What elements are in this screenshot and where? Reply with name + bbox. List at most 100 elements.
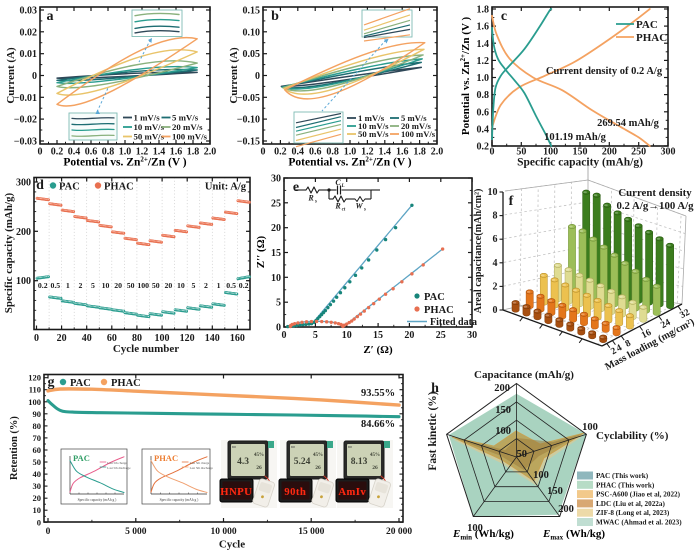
svg-text:250: 250 <box>631 147 646 158</box>
svg-text:0: 0 <box>38 147 43 158</box>
svg-text:Last 5th discharge: Last 5th discharge <box>107 466 131 470</box>
svg-text:20: 20 <box>33 493 42 503</box>
svg-text:AmIv: AmIv <box>338 487 366 498</box>
svg-text:100: 100 <box>137 281 149 290</box>
svg-text:100 mV/s: 100 mV/s <box>401 129 436 139</box>
svg-text:80: 80 <box>132 333 142 344</box>
svg-text:60: 60 <box>33 445 42 455</box>
svg-text:2: 2 <box>609 346 618 357</box>
svg-text:1.8: 1.8 <box>477 5 490 16</box>
svg-text:R: R <box>334 202 341 211</box>
svg-text:0.8: 0.8 <box>477 90 490 101</box>
svg-text:0.10: 0.10 <box>243 27 261 38</box>
svg-text:0.03: 0.03 <box>20 6 38 17</box>
svg-text:90: 90 <box>33 409 42 419</box>
svg-text:25: 25 <box>271 198 281 209</box>
svg-text:100 mV/s: 100 mV/s <box>172 132 208 142</box>
svg-text:50: 50 <box>33 457 42 467</box>
svg-text:15: 15 <box>271 248 281 259</box>
svg-text:Z′ (Ω): Z′ (Ω) <box>363 344 393 356</box>
svg-text:LDC (Liu et al, 2022a): LDC (Liu et al, 2022a) <box>596 500 665 508</box>
svg-text:1: 1 <box>66 281 70 290</box>
svg-text:4: 4 <box>493 258 498 269</box>
svg-text:20: 20 <box>57 333 67 344</box>
svg-text:50: 50 <box>127 281 135 290</box>
svg-text:1.0: 1.0 <box>119 147 132 158</box>
svg-text:c: c <box>501 9 507 24</box>
svg-text:101.19 mAh/g: 101.19 mAh/g <box>544 132 607 143</box>
svg-text:100: 100 <box>543 147 558 158</box>
svg-text:15 000: 15 000 <box>298 527 324 537</box>
svg-text:PHAC: PHAC <box>636 32 667 44</box>
svg-text:0.2: 0.2 <box>239 281 249 290</box>
svg-text:PAC: PAC <box>70 378 91 389</box>
svg-text:10 mV/s: 10 mV/s <box>134 122 165 132</box>
svg-text:Retention (%): Retention (%) <box>9 416 20 480</box>
svg-text:80: 80 <box>33 421 42 431</box>
svg-text:150: 150 <box>547 486 563 497</box>
svg-text:0.6: 0.6 <box>477 107 490 118</box>
svg-text:15: 15 <box>373 330 383 341</box>
svg-text:Cyclability (%): Cyclability (%) <box>596 430 669 442</box>
svg-text:5 mV/s: 5 mV/s <box>401 113 427 123</box>
svg-text:Specific capacity (mAh/g): Specific capacity (mAh/g) <box>517 157 643 169</box>
svg-text:200: 200 <box>558 504 574 515</box>
svg-text:s: s <box>363 208 366 213</box>
svg-text:PHAC: PHAC <box>111 378 141 389</box>
svg-text:20: 20 <box>114 281 122 290</box>
svg-text:0: 0 <box>282 330 287 341</box>
svg-text:0: 0 <box>37 517 41 527</box>
svg-text:PHAC: PHAC <box>104 182 134 193</box>
svg-text:Emax (Wh/kg): Emax (Wh/kg) <box>542 528 605 542</box>
svg-text:0: 0 <box>490 147 495 158</box>
svg-text:10: 10 <box>102 281 110 290</box>
svg-text:50: 50 <box>517 449 528 460</box>
svg-text:8: 8 <box>624 339 633 350</box>
svg-text:HNPU: HNPU <box>220 487 252 498</box>
svg-text:2.0: 2.0 <box>204 147 217 158</box>
svg-text:40: 40 <box>33 469 42 479</box>
svg-text:PHAC (This work): PHAC (This work) <box>596 481 655 489</box>
svg-text:PAC: PAC <box>424 292 445 303</box>
svg-text:0.4: 0.4 <box>477 124 490 135</box>
svg-text:4.3: 4.3 <box>237 457 249 467</box>
svg-text:50: 50 <box>152 281 160 290</box>
svg-text:1.6: 1.6 <box>477 22 490 33</box>
svg-text:20 000: 20 000 <box>386 527 412 537</box>
svg-text:8.13: 8.13 <box>351 457 368 467</box>
svg-text:Fast kinetic (%): Fast kinetic (%) <box>427 391 439 470</box>
svg-text:269.54 mAh/g: 269.54 mAh/g <box>597 118 660 129</box>
svg-text:10: 10 <box>488 187 498 198</box>
svg-text:Specific capacity (mAh/g): Specific capacity (mAh/g) <box>3 192 15 313</box>
svg-text:Specific capacity (mAh g ): Specific capacity (mAh g ) <box>78 498 118 502</box>
svg-text:5 mV/s: 5 mV/s <box>172 113 199 123</box>
svg-text:AmIv: AmIv <box>338 486 367 498</box>
svg-text:100: 100 <box>28 397 41 407</box>
svg-text:L: L <box>340 184 344 189</box>
svg-text:1.2: 1.2 <box>477 56 490 67</box>
svg-text:0.6: 0.6 <box>85 147 98 158</box>
svg-text:10: 10 <box>342 330 352 341</box>
svg-text:MWAC (Ahmad et al. 2023): MWAC (Ahmad et al. 2023) <box>596 519 682 527</box>
svg-text:Last 5th discharge: Last 5th discharge <box>190 466 214 470</box>
svg-text:1.4: 1.4 <box>477 39 490 50</box>
svg-text:100: 100 <box>495 426 511 437</box>
svg-text:45%: 45% <box>254 453 264 458</box>
svg-text:Last 5th charge: Last 5th charge <box>107 461 127 465</box>
svg-text:0: 0 <box>261 147 266 158</box>
svg-text:PSC-A600 (Jiao et al, 2022): PSC-A600 (Jiao et al, 2022) <box>596 491 681 499</box>
svg-text:Areal capacitance(mAh/cm²): Areal capacitance(mAh/cm²) <box>473 189 484 314</box>
svg-text:24: 24 <box>659 318 672 331</box>
svg-text:0.4: 0.4 <box>292 147 305 158</box>
svg-text:120: 120 <box>180 333 195 344</box>
svg-text:5 000: 5 000 <box>125 527 147 537</box>
svg-text:Cycle: Cycle <box>219 539 245 551</box>
svg-text:2: 2 <box>493 281 498 292</box>
svg-text:Current density of 0.2 A/g: Current density of 0.2 A/g <box>546 66 663 77</box>
svg-text:1.6: 1.6 <box>396 147 409 158</box>
svg-text:26: 26 <box>315 465 321 471</box>
svg-text:40: 40 <box>82 333 92 344</box>
svg-text:Specific capacity (mAh g ): Specific capacity (mAh g ) <box>160 498 200 502</box>
svg-text:PAC (This work): PAC (This work) <box>596 472 649 480</box>
svg-text:▭: ▭ <box>232 444 236 449</box>
